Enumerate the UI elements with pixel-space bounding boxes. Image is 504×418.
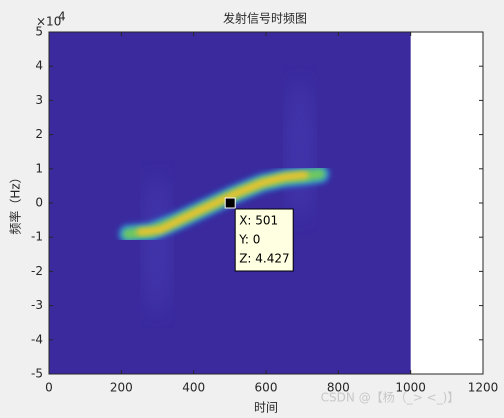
x-axis-label: 时间: [254, 401, 278, 415]
datatip-label: Y: 0: [238, 233, 260, 247]
y-tick-label: 5: [35, 25, 43, 39]
x-tick-label: 0: [45, 381, 53, 395]
x-tick-label: 600: [255, 381, 278, 395]
y-tick-label: 1: [35, 161, 43, 175]
sidelobe: [143, 175, 171, 315]
ridge-core: [136, 171, 309, 236]
datatip-label: Z: 4.427: [239, 252, 289, 266]
x-tick-label: 1200: [468, 381, 499, 395]
y-exponent-base: ×10: [36, 15, 61, 29]
x-tick-label: 1000: [395, 381, 426, 395]
x-tick-label: 800: [327, 381, 350, 395]
y-tick-label: -3: [31, 298, 43, 312]
y-tick-label: 3: [35, 93, 43, 107]
datatip-box: [234, 208, 294, 272]
y-tick-label: -1: [31, 230, 43, 244]
y-tick-label: 4: [35, 59, 43, 73]
y-tick-label: 0: [35, 196, 43, 210]
chart-title: 发射信号时频图: [223, 11, 307, 26]
x-tick-label: 400: [182, 381, 205, 395]
datatip-marker: [224, 197, 236, 209]
y-axis-label: 频率（Hz）: [8, 171, 23, 234]
x-tick-label: 200: [110, 381, 133, 395]
watermark: CSDN @【杨（_> <_)】: [321, 390, 460, 405]
datatip-label: X: 501: [239, 214, 278, 228]
y-tick-label: 2: [35, 127, 43, 141]
sidelobe: [286, 80, 314, 220]
y-tick-label: -4: [31, 332, 43, 346]
y-tick-label: -2: [31, 264, 43, 278]
y-exponent-power: 4: [58, 10, 66, 24]
y-tick-label: -5: [31, 367, 43, 381]
